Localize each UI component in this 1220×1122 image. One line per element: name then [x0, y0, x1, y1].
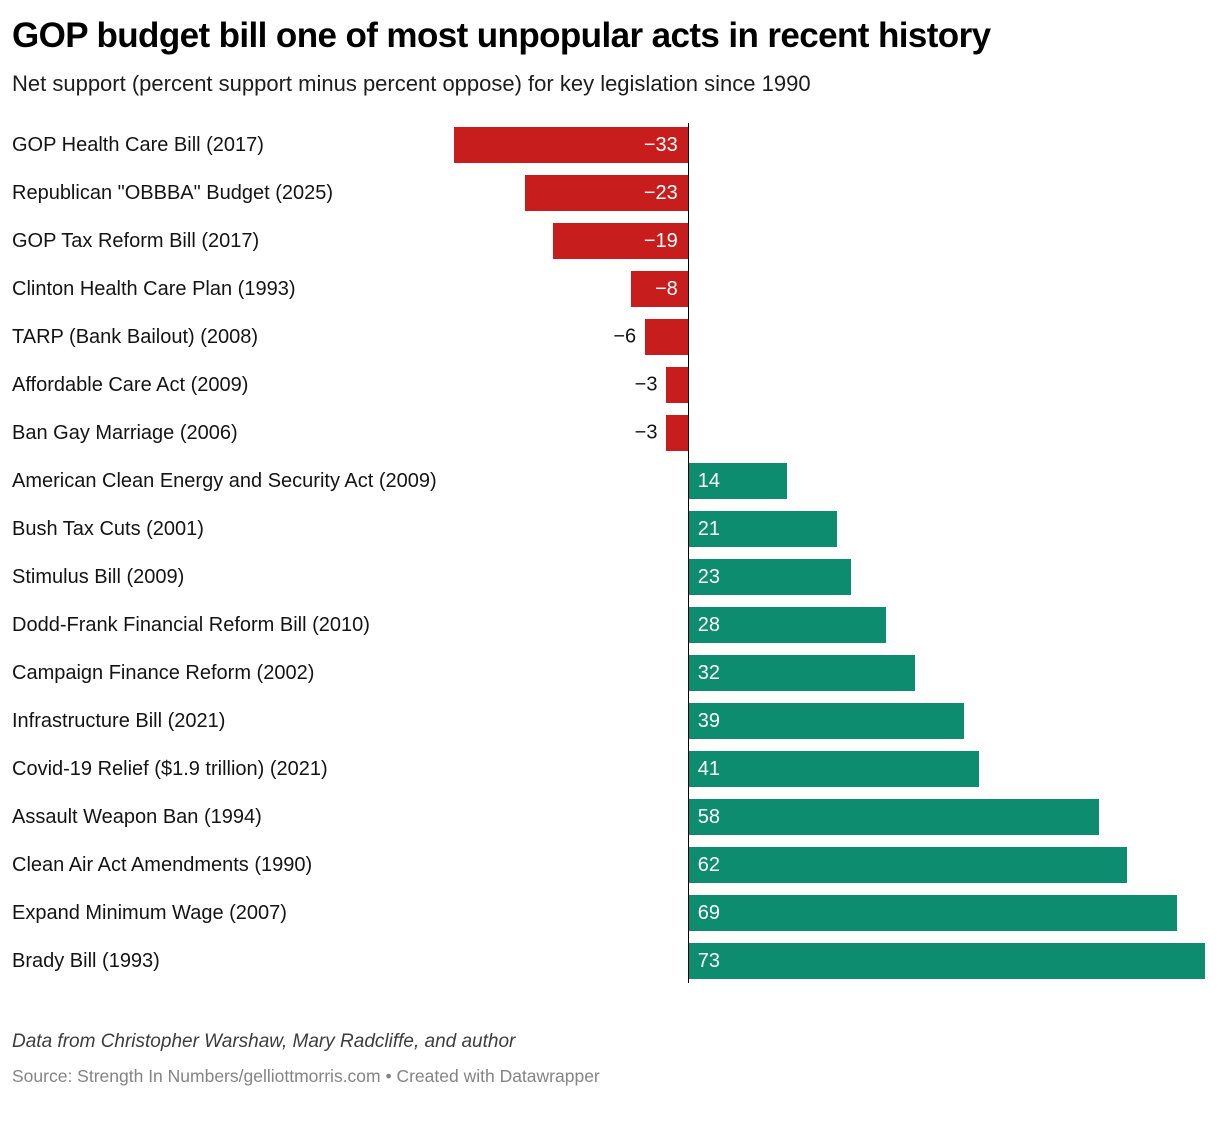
value-label: 32	[697, 661, 720, 684]
chart-row: Stimulus Bill (2009) 23	[12, 553, 1208, 601]
negative-bar: −33	[453, 127, 688, 164]
category-label: Affordable Care Act (2009)	[12, 374, 249, 397]
value-label: −6	[613, 325, 637, 348]
chart-row: Expand Minimum Wage (2007) 69	[12, 889, 1208, 937]
value-label: −33	[643, 133, 678, 156]
positive-bar: 58	[687, 799, 1100, 836]
category-label: Covid-19 Relief ($1.9 trillion) (2021)	[12, 758, 328, 781]
footer: Data from Christopher Warshaw, Mary Radc…	[12, 1031, 1208, 1087]
chart-row: Clinton Health Care Plan (1993) −8	[12, 265, 1208, 313]
chart-row: Brady Bill (1993) 73	[12, 937, 1208, 985]
chart-row: Affordable Care Act (2009) −3	[12, 361, 1208, 409]
value-label: 62	[697, 853, 720, 876]
chart-row: GOP Tax Reform Bill (2017) −19	[12, 217, 1208, 265]
chart-row: Infrastructure Bill (2021) 39	[12, 697, 1208, 745]
chart-row: TARP (Bank Bailout) (2008) −6	[12, 313, 1208, 361]
value-label: 23	[697, 565, 720, 588]
chart-row: American Clean Energy and Security Act (…	[12, 457, 1208, 505]
chart-row: Dodd-Frank Financial Reform Bill (2010) 2…	[12, 601, 1208, 649]
value-label: −8	[654, 277, 678, 300]
category-label: GOP Health Care Bill (2017)	[12, 134, 264, 157]
chart-row: Campaign Finance Reform (2002) 32	[12, 649, 1208, 697]
chart-subtitle: Net support (percent support minus perce…	[12, 71, 811, 97]
value-label: −3	[634, 373, 658, 396]
chart-row: Covid-19 Relief ($1.9 trillion) (2021) 41	[12, 745, 1208, 793]
positive-bar: 21	[687, 511, 837, 548]
negative-bar	[645, 319, 688, 356]
category-label: Dodd-Frank Financial Reform Bill (2010)	[12, 614, 370, 637]
value-label: 39	[697, 709, 720, 732]
category-label: Stimulus Bill (2009)	[12, 566, 185, 589]
negative-bar: −8	[631, 271, 688, 308]
category-label: American Clean Energy and Security Act (…	[12, 470, 437, 493]
positive-bar: 14	[687, 463, 788, 500]
negative-bar	[666, 415, 688, 452]
negative-bar: −23	[524, 175, 688, 212]
category-label: Republican "OBBBA" Budget (2025)	[12, 182, 334, 205]
category-label: Brady Bill (1993)	[12, 950, 160, 973]
category-label: Expand Minimum Wage (2007)	[12, 902, 287, 925]
category-label: Clean Air Act Amendments (1990)	[12, 854, 313, 877]
value-label: 69	[697, 901, 720, 924]
negative-bar: −19	[553, 223, 688, 260]
value-label: 14	[697, 469, 720, 492]
category-label: GOP Tax Reform Bill (2017)	[12, 230, 260, 253]
category-label: Campaign Finance Reform (2002)	[12, 662, 315, 685]
value-label: 41	[697, 757, 720, 780]
value-label: −23	[643, 181, 678, 204]
category-label: Assault Weapon Ban (1994)	[12, 806, 262, 829]
negative-bar	[666, 367, 688, 404]
source-line: Source: Strength In Numbers/gelliottmorr…	[12, 1066, 600, 1087]
category-label: Bush Tax Cuts (2001)	[12, 518, 204, 541]
positive-bar: 28	[687, 607, 887, 644]
value-label: 58	[697, 805, 720, 828]
chart-row: GOP Health Care Bill (2017) −33	[12, 121, 1208, 169]
value-label: 28	[697, 613, 720, 636]
positive-bar: 32	[687, 655, 915, 692]
positive-bar: 73	[687, 943, 1206, 980]
chart-title: GOP budget bill one of most unpopular ac…	[12, 16, 991, 55]
zero-baseline-axis	[687, 123, 690, 984]
chart-row: Assault Weapon Ban (1994) 58	[12, 793, 1208, 841]
value-label: −19	[643, 229, 678, 252]
data-credit-note: Data from Christopher Warshaw, Mary Radc…	[12, 1031, 516, 1053]
value-label: −3	[634, 421, 658, 444]
positive-bar: 41	[687, 751, 979, 788]
category-label: Infrastructure Bill (2021)	[12, 710, 226, 733]
bar-chart: GOP Health Care Bill (2017) −33 Republican…	[12, 121, 1208, 985]
value-label: 73	[697, 949, 720, 972]
category-label: Ban Gay Marriage (2006)	[12, 422, 238, 445]
chart-row: Ban Gay Marriage (2006) −3	[12, 409, 1208, 457]
chart-row: Republican "OBBBA" Budget (2025) −23	[12, 169, 1208, 217]
positive-bar: 23	[687, 559, 851, 596]
positive-bar: 39	[687, 703, 965, 740]
chart-row: Clean Air Act Amendments (1990) 62	[12, 841, 1208, 889]
category-label: Clinton Health Care Plan (1993)	[12, 278, 296, 301]
value-label: 21	[697, 517, 720, 540]
category-label: TARP (Bank Bailout) (2008)	[12, 326, 259, 349]
positive-bar: 62	[687, 847, 1128, 884]
positive-bar: 69	[687, 895, 1178, 932]
chart-row: Bush Tax Cuts (2001) 21	[12, 505, 1208, 553]
